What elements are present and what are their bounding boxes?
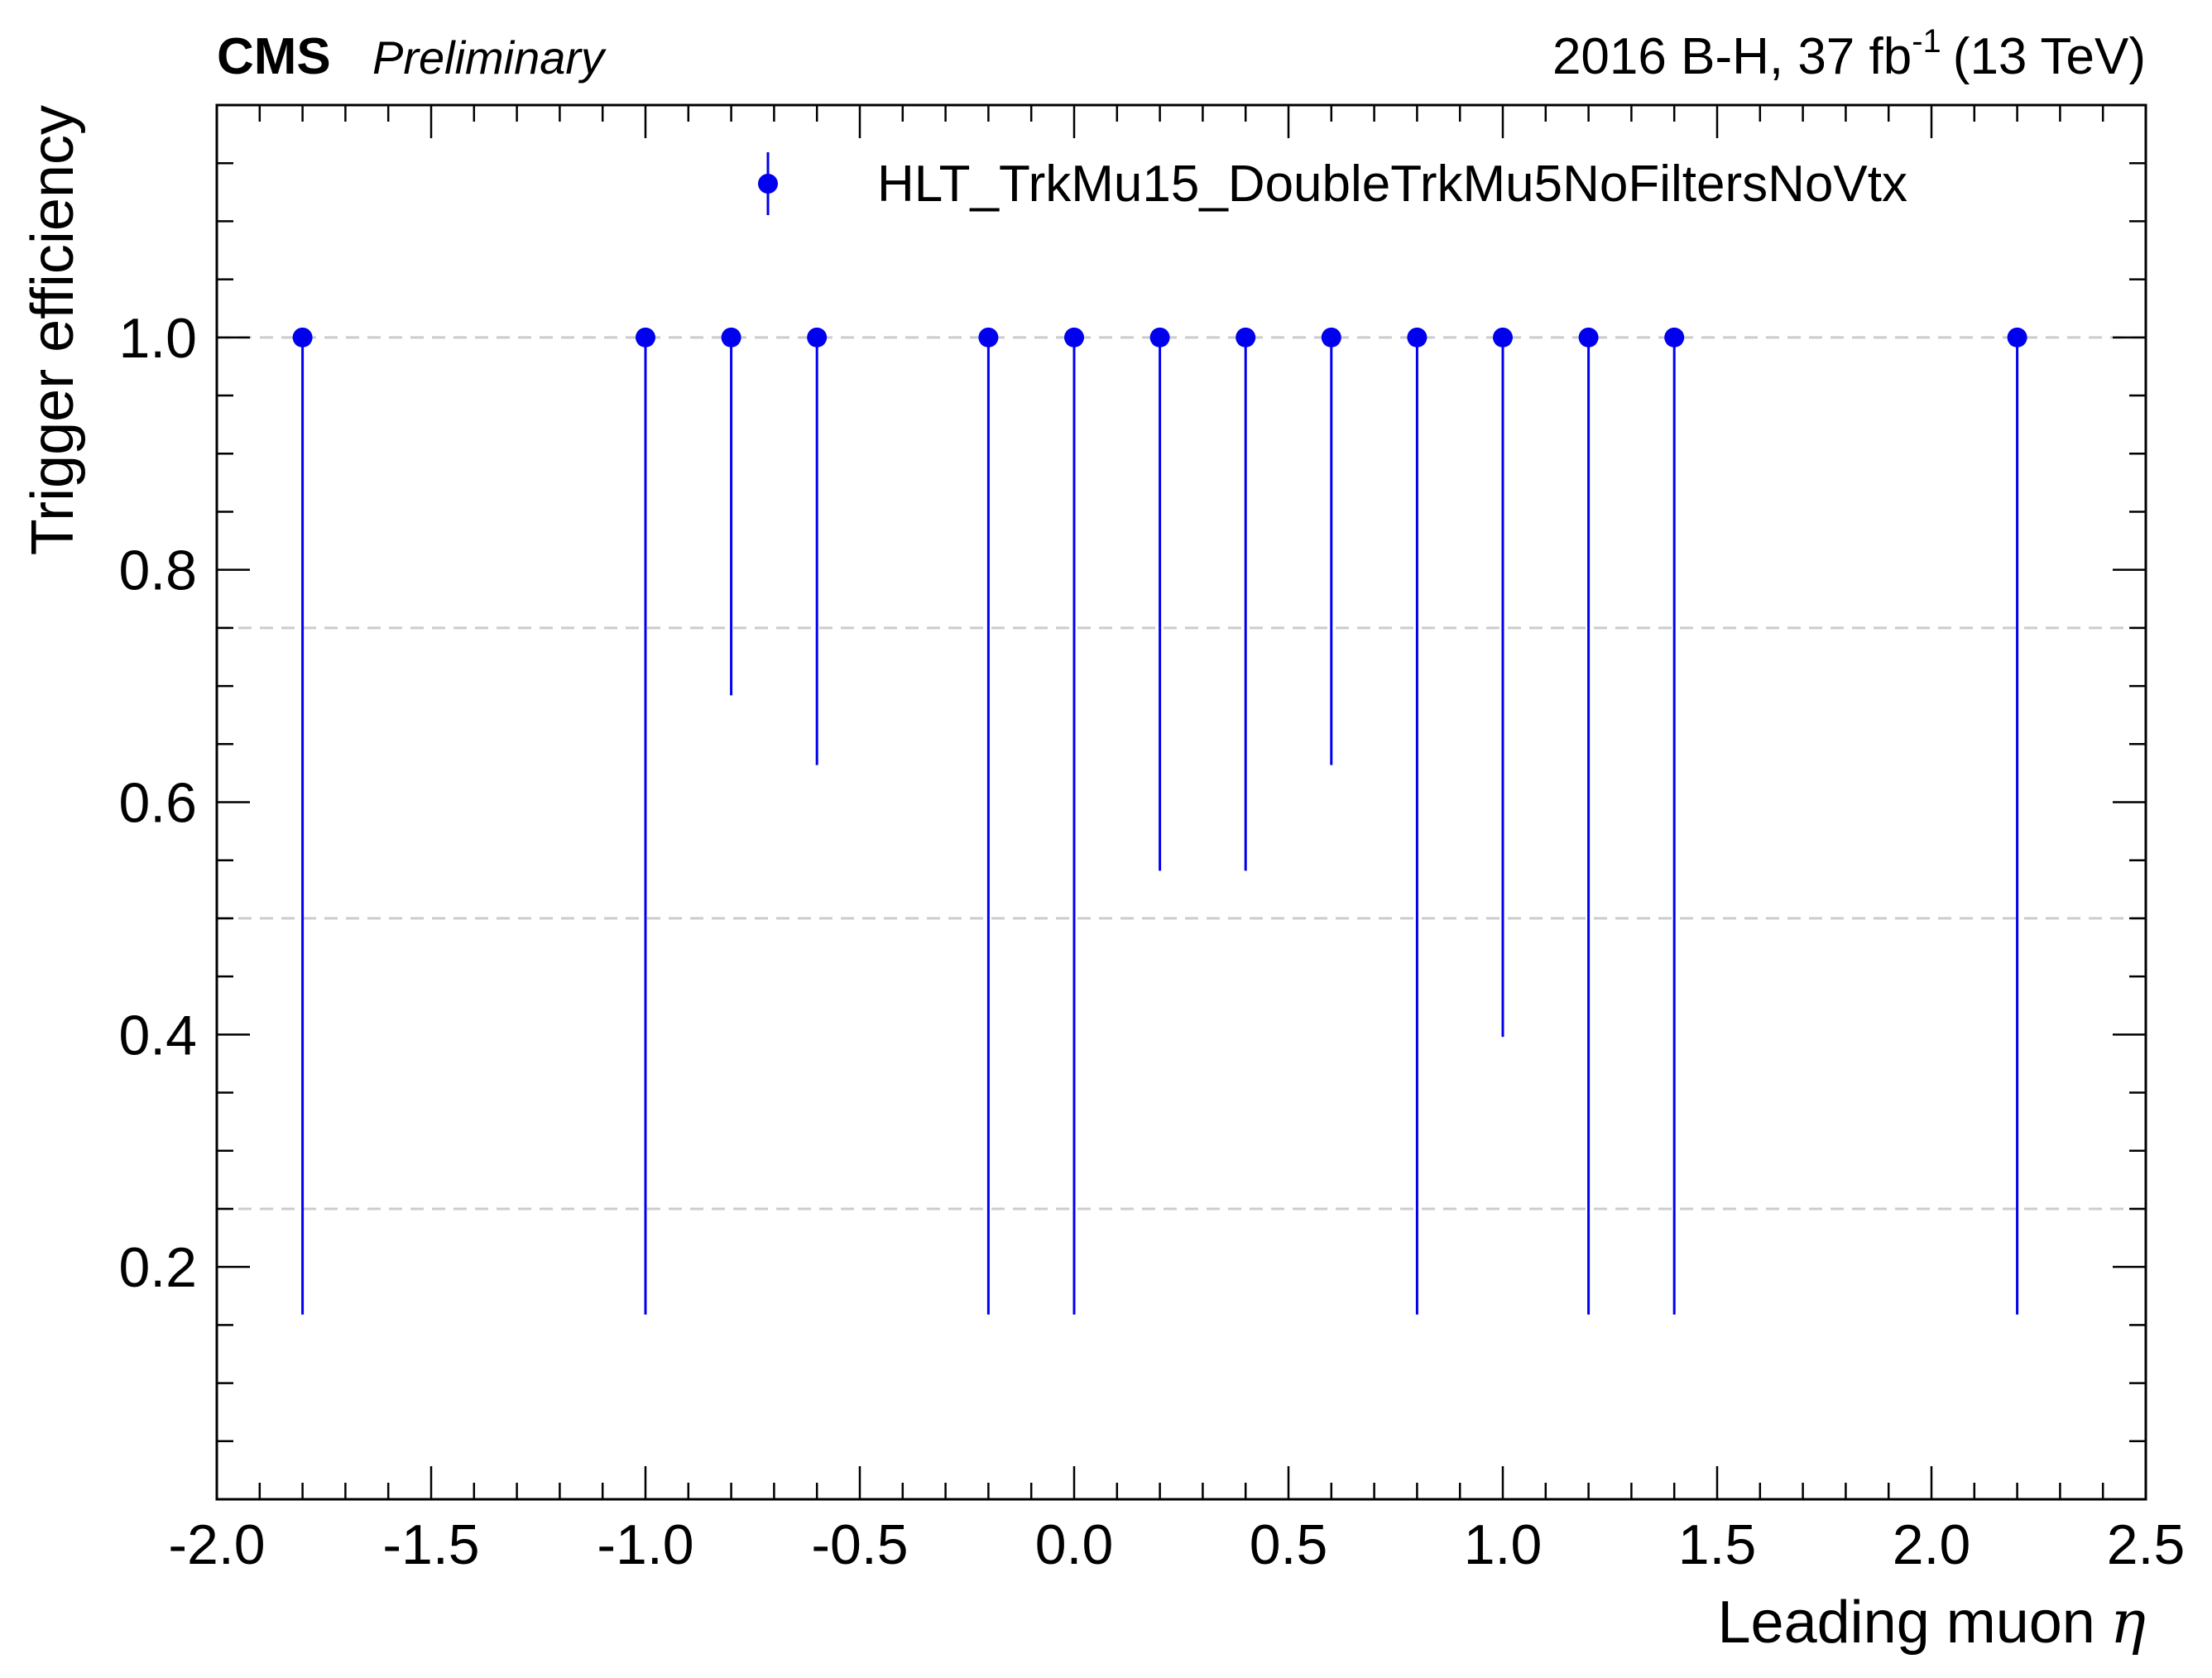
- data-point: [1236, 327, 1256, 348]
- y-tick-label: 0.4: [118, 1004, 197, 1067]
- x-tick-label: 2.0: [1893, 1513, 1971, 1576]
- legend: HLT_TrkMu15_DoubleTrkMu5NoFiltersNoVtx: [758, 152, 1907, 215]
- x-tick-label: -1.0: [597, 1513, 693, 1576]
- data-point: [2007, 327, 2027, 348]
- data-point: [1407, 327, 1427, 348]
- x-tick-label: -1.5: [382, 1513, 479, 1576]
- y-tick-label: 1.0: [118, 307, 197, 370]
- data-point: [1064, 327, 1084, 348]
- y-tick-label: 0.2: [118, 1236, 197, 1299]
- y-tick-label: 0.6: [118, 772, 197, 835]
- energy-text: (13 TeV): [1953, 28, 2146, 85]
- eta-symbol: η: [2110, 1587, 2146, 1656]
- lumi-exponent: -1: [1912, 23, 1941, 60]
- error-bars: [301, 337, 2019, 1315]
- x-tick-label: -2.0: [168, 1513, 265, 1576]
- legend-marker: [758, 174, 778, 194]
- data-point: [721, 327, 741, 348]
- data-point: [636, 327, 655, 348]
- x-tick-label: 0.0: [1035, 1513, 1114, 1576]
- plot-frame: [215, 103, 2147, 1501]
- y-tick-labels: 0.2 0.4 0.6 0.8 1.0: [118, 307, 197, 1299]
- x-tick-label: 1.5: [1678, 1513, 1757, 1576]
- grid-lines: [217, 336, 2146, 1211]
- run-info-text: 2016 B-H, 37 fb: [1552, 28, 1912, 85]
- data-point: [1664, 327, 1685, 348]
- x-tick-label: 0.5: [1250, 1513, 1328, 1576]
- data-point: [978, 327, 999, 348]
- x-tick-labels: -2.0 -1.5 -1.0 -0.5 0.0 0.5 1.0 1.5 2.0 2.5: [168, 1513, 2185, 1576]
- data-point: [1149, 327, 1170, 348]
- x-tick-label: 2.5: [2107, 1513, 2186, 1576]
- x-axis-title: Leading muon η: [1717, 1587, 2146, 1656]
- legend-entry-label: HLT_TrkMu15_DoubleTrkMu5NoFiltersNoVtx: [877, 156, 1907, 213]
- experiment-label: CMS: [217, 28, 331, 85]
- y-tick-label: 0.8: [118, 539, 197, 602]
- data-point: [1493, 327, 1513, 348]
- data-point: [1321, 327, 1341, 348]
- data-point: [292, 327, 313, 348]
- data-markers: [292, 327, 2027, 348]
- x-tick-label: 1.0: [1464, 1513, 1543, 1576]
- x-tick-label: -0.5: [811, 1513, 908, 1576]
- data-point: [807, 327, 828, 348]
- axis-ticks: [215, 105, 2147, 1499]
- y-axis-title: Trigger efficiency: [20, 105, 86, 555]
- status-label: Preliminary: [372, 31, 607, 84]
- x-axis-label: Leading muon: [1717, 1589, 2094, 1656]
- run-info-label: 2016 B-H, 37 fb-1 (13 TeV): [1552, 23, 2146, 85]
- data-point: [1578, 327, 1599, 348]
